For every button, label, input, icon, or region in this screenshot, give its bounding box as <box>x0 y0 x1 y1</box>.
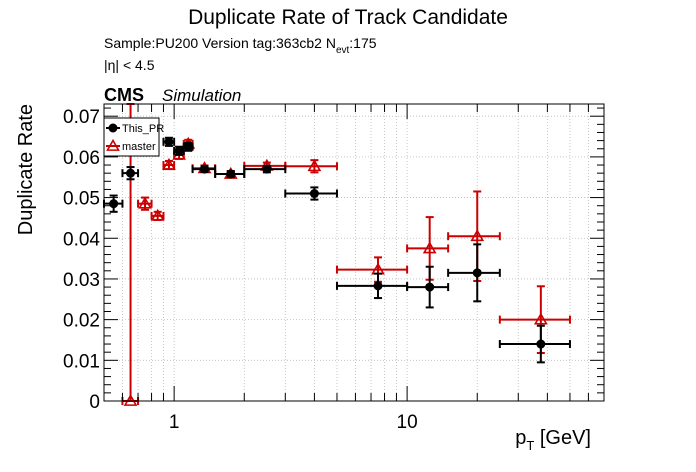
y-tick-label: 0 <box>89 392 100 413</box>
legend-item: master <box>106 138 156 153</box>
y-tick-label: 0.04 <box>63 229 100 250</box>
sample-info: Sample:PU200 Version tag:363cb2 Nevt:175 <box>104 35 377 56</box>
y-tick-label: 0.02 <box>63 311 100 332</box>
data-marker <box>472 268 482 278</box>
data-point <box>406 216 450 281</box>
plot-frame <box>103 103 605 402</box>
data-marker <box>470 229 485 242</box>
x-tick-label: 10 <box>397 412 418 433</box>
data-point <box>121 166 140 181</box>
data-marker <box>183 142 193 152</box>
data-marker <box>150 208 165 221</box>
cms-label: CMS <box>104 85 144 105</box>
legend-label: master <box>122 141 156 153</box>
data-point <box>498 285 571 354</box>
sample-info-sub: evt <box>336 45 350 56</box>
y-axis-label: Duplicate Rate <box>15 104 37 235</box>
data-marker <box>226 169 236 179</box>
chart-title: Duplicate Rate of Track Candidate <box>188 6 508 29</box>
legend-item: This_PR <box>106 123 164 135</box>
series-layer <box>103 103 571 406</box>
data-marker <box>309 189 319 199</box>
legend-label: This_PR <box>122 123 164 135</box>
data-point <box>162 136 176 147</box>
x-axis-label-sub: T <box>526 438 534 453</box>
data-point <box>150 208 165 221</box>
sample-info-tail: :175 <box>349 35 376 51</box>
legend-marker <box>108 123 118 133</box>
simulation-label: Simulation <box>162 86 241 105</box>
data-point <box>406 265 450 309</box>
data-marker <box>307 159 322 172</box>
data-marker <box>422 241 437 254</box>
y-tick-label: 0.06 <box>63 148 100 169</box>
data-marker <box>126 168 136 178</box>
data-marker <box>109 199 119 209</box>
data-marker <box>164 137 174 147</box>
data-marker <box>138 196 152 209</box>
data-marker <box>373 281 383 291</box>
data-point <box>447 190 501 282</box>
data-marker <box>533 312 548 325</box>
data-marker <box>162 157 176 170</box>
axis-ticks: 0 0.01 0.02 0.03 0.04 0.05 0.06 0.07 1 10 <box>63 104 605 433</box>
data-marker <box>174 146 184 156</box>
data-point <box>284 159 338 174</box>
legend-marker <box>106 138 120 151</box>
sample-info-main: Sample:PU200 Version tag:363cb2 N <box>104 35 336 51</box>
data-point <box>173 145 185 156</box>
data-point <box>498 324 571 364</box>
data-point <box>182 141 194 152</box>
y-tick-label: 0.07 <box>63 107 100 128</box>
data-point <box>243 164 287 174</box>
data-point <box>335 272 409 300</box>
x-axis-label-main: p <box>515 427 526 449</box>
x-axis-label-unit: [GeV] <box>534 427 591 449</box>
data-point <box>447 243 501 303</box>
data-point <box>137 196 153 211</box>
y-tick-label: 0.01 <box>63 351 100 372</box>
x-axis-label: pT [GeV] <box>515 427 591 453</box>
eta-cut-label: |η| < 4.5 <box>104 57 155 73</box>
data-marker <box>123 393 138 406</box>
x-tick-label: 1 <box>169 412 180 433</box>
data-marker <box>425 282 435 292</box>
data-marker <box>536 339 546 349</box>
y-tick-label: 0.05 <box>63 189 100 210</box>
data-point <box>103 194 124 213</box>
data-point <box>162 157 176 171</box>
series-this-pr <box>103 136 571 364</box>
data-point <box>284 186 338 201</box>
data-marker <box>262 164 272 174</box>
y-tick-label: 0.03 <box>63 270 100 291</box>
data-point <box>214 169 246 179</box>
data-point <box>191 164 217 174</box>
data-marker <box>199 164 209 174</box>
